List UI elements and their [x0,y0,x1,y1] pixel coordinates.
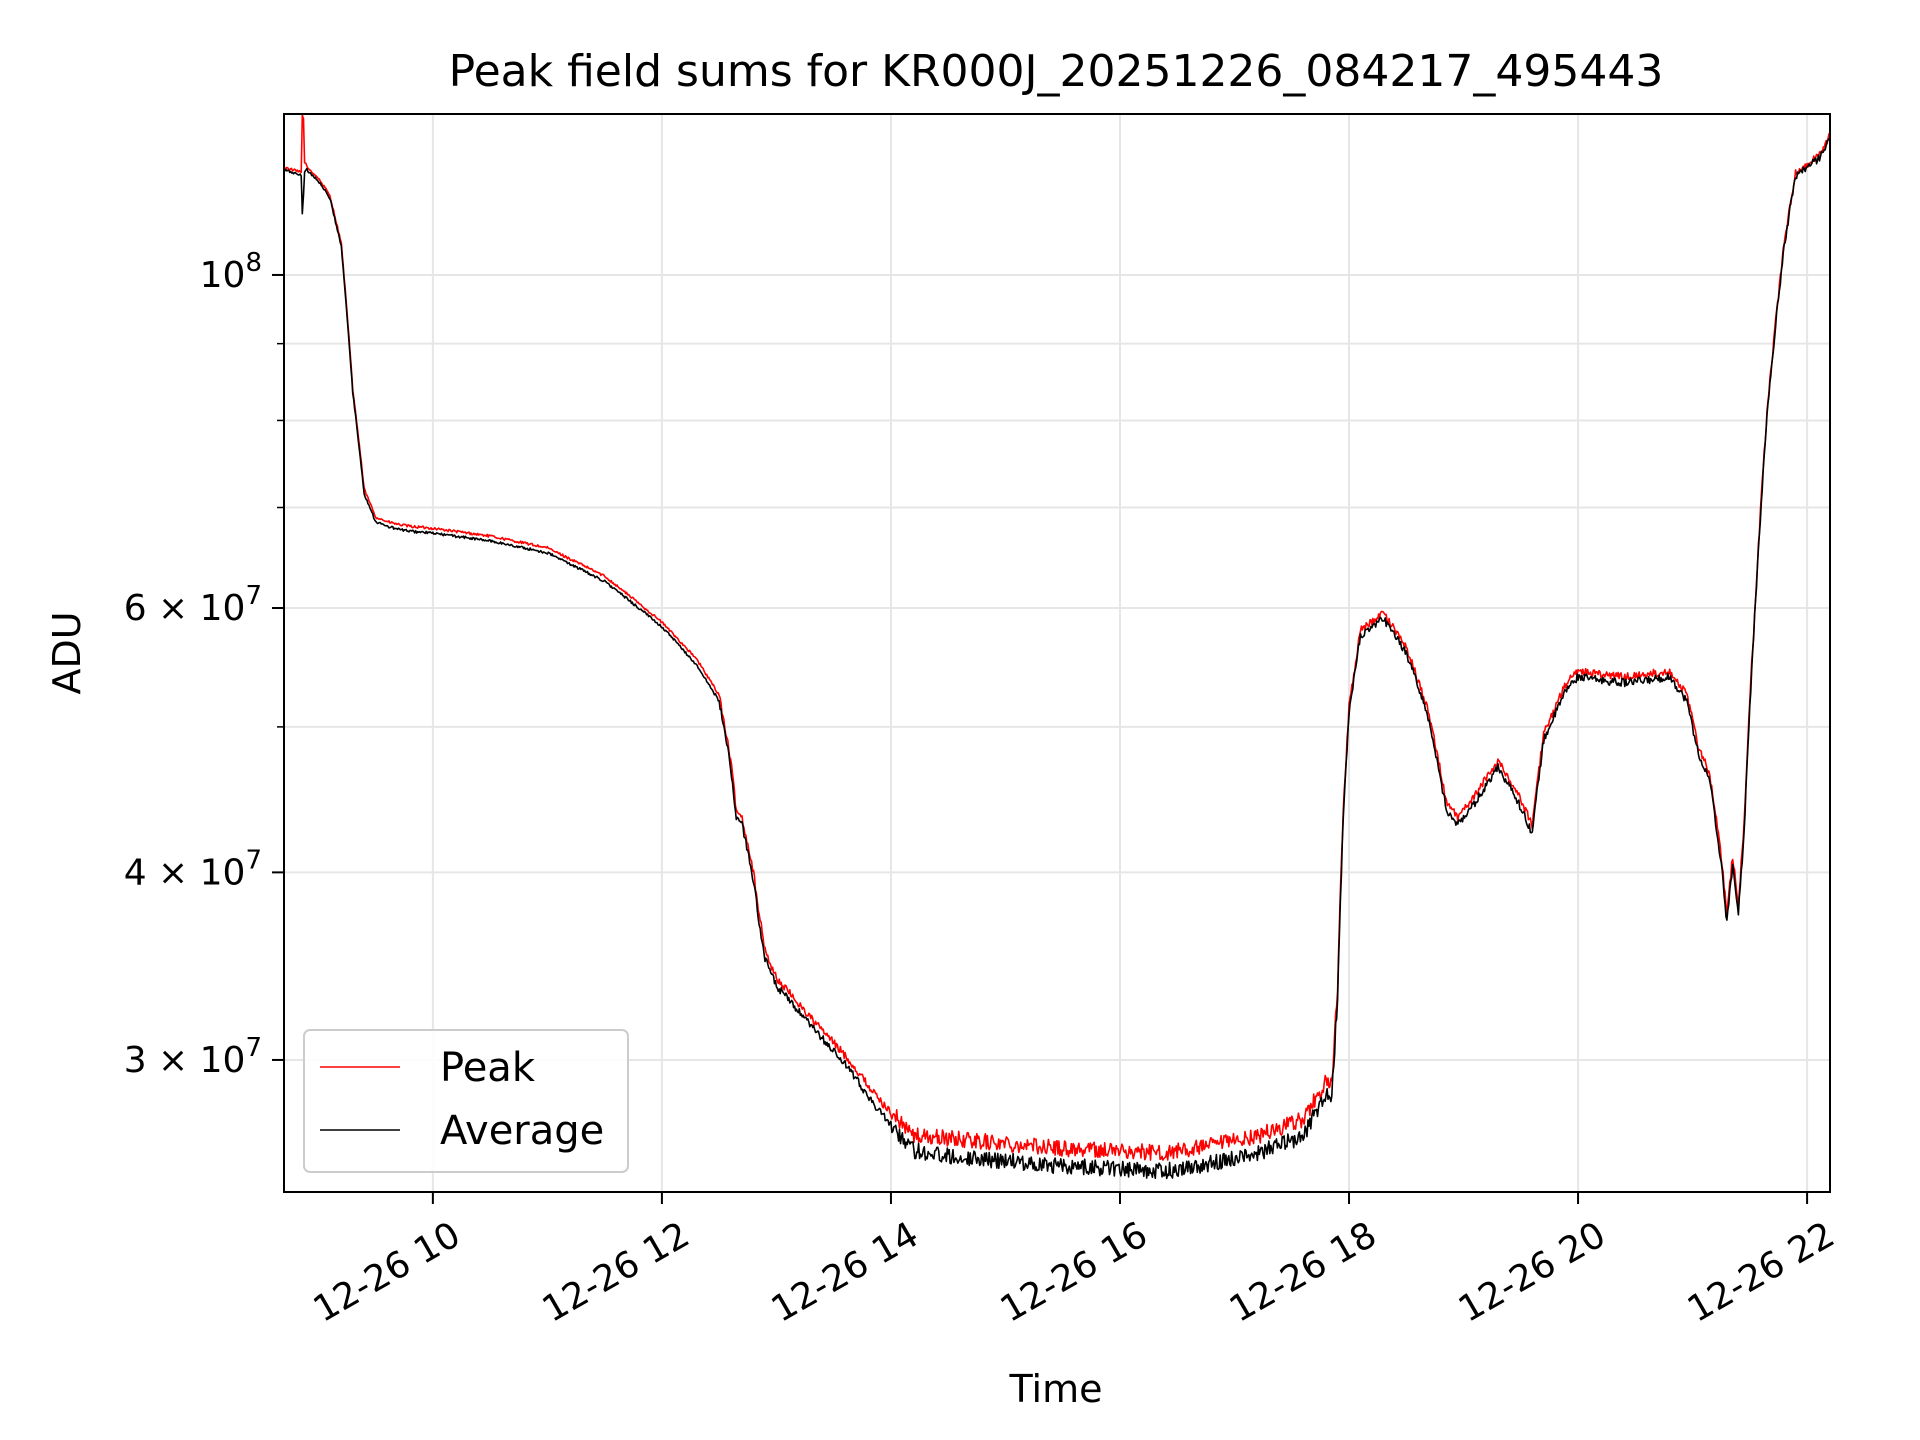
x-axis-label: Time [1009,1367,1103,1411]
y-tick-exponent: 7 [245,1033,262,1063]
y-tick-label: 3 × 107 [124,1033,262,1081]
legend: Peak Average [303,1029,629,1173]
series-line-average [283,136,1831,1180]
plot-frame [283,113,1831,1193]
legend-label-peak: Peak [440,1045,536,1091]
legend-box [303,1029,629,1173]
y-tick-label: 108 [200,248,262,296]
series-lines [283,112,1831,1180]
y-tick-exponent: 7 [245,581,262,611]
y-tick-base: 10 [200,255,246,296]
y-tick-label: 4 × 107 [124,845,262,893]
y-tick-base: 4 × 10 [124,852,246,893]
series-line-peak [283,112,1831,1161]
legend-label-average: Average [440,1108,604,1154]
y-tick-base: 3 × 10 [124,1040,246,1081]
y-tick-label: 6 × 107 [124,581,262,629]
y-axis-label: ADU [45,611,89,694]
y-tick-exponent: 8 [245,248,262,278]
y-tick-base: 6 × 10 [124,588,246,629]
y-tick-exponent: 7 [245,845,262,875]
chart-title: Peak field sums for KR000J_20251226_0842… [449,46,1664,97]
